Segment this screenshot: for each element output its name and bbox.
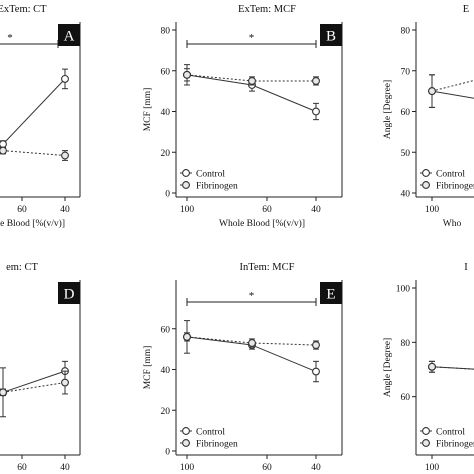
- y-tick-label: 0: [165, 190, 170, 200]
- panel-letter: E: [326, 287, 335, 303]
- series-line-fibrinogen: [431, 366, 474, 370]
- panel-title: ExTem: CT: [0, 4, 47, 15]
- y-axis-label: MCF [mm]: [143, 346, 153, 390]
- y-tick-label: 80: [161, 27, 171, 37]
- data-point: [0, 140, 7, 149]
- data-point: [312, 367, 320, 376]
- x-tick-label: 100: [180, 205, 195, 215]
- significance-star: *: [249, 32, 255, 44]
- x-tick-label: 100: [425, 463, 440, 473]
- x-tick-label: 40: [60, 205, 70, 215]
- panel-D: em: CT6040l Blood [%(v/v)]D: [0, 262, 81, 473]
- data-point: [0, 146, 7, 155]
- x-tick-label: 100: [180, 463, 195, 473]
- legend-label: Control: [436, 428, 465, 438]
- panel-letter: D: [64, 287, 75, 303]
- y-tick-label: 50: [401, 149, 411, 159]
- x-tick-label: 100: [425, 205, 440, 215]
- x-tick-label: 60: [262, 205, 272, 215]
- data-point: [183, 70, 191, 79]
- series-line-control: [431, 90, 474, 99]
- y-tick-label: 20: [161, 407, 171, 417]
- legend-marker: [422, 169, 430, 177]
- panel-title: InTem: MCF: [240, 262, 295, 273]
- y-tick-label: 40: [161, 108, 171, 118]
- series-line-fibrinogen: [2, 382, 66, 393]
- y-tick-label: 0: [165, 448, 170, 458]
- panel-letter: A: [64, 29, 75, 45]
- y-tick-label: 60: [161, 67, 171, 77]
- x-axis-label: Whole Blood [%(v/v)]: [0, 218, 65, 229]
- series-line-fibrinogen: [431, 79, 474, 92]
- panel-letter-box: [320, 24, 342, 46]
- panel-title: ExTem: MCF: [238, 4, 296, 15]
- y-axis-label: MCF [mm]: [143, 88, 153, 132]
- data-point: [312, 107, 320, 116]
- legend-label: Control: [196, 170, 225, 180]
- y-axis-label: Angle [Degree]: [383, 80, 393, 139]
- significance-star: *: [249, 290, 255, 302]
- panel-letter-box: [320, 282, 342, 304]
- y-tick-label: 60: [401, 393, 411, 403]
- x-tick-label: 60: [17, 205, 27, 215]
- series-line-control: [2, 370, 66, 393]
- x-tick-label: 40: [311, 205, 321, 215]
- panel-B: ExTem: MCF 0 20 40 60 80 MCF [mm] 100 60 40 Whole …: [143, 4, 343, 229]
- panel-title: I: [464, 262, 468, 273]
- y-tick-label: 60: [161, 325, 171, 335]
- data-point: [61, 74, 69, 83]
- legend-marker: [422, 427, 430, 435]
- y-tick-label: 80: [401, 27, 411, 37]
- x-tick-label: 60: [262, 463, 272, 473]
- panel-title: em: CT: [6, 262, 38, 273]
- panel-title: E: [463, 4, 469, 15]
- panel-A: ExTem: CT 60 40 Whole Blood [%(v/v)] * A: [0, 4, 81, 229]
- legend-marker: [422, 181, 430, 189]
- data-point: [183, 332, 191, 341]
- y-tick-label: 40: [401, 190, 411, 200]
- y-tick-label: 40: [161, 366, 171, 376]
- series-line-control: [2, 78, 66, 145]
- legend-label: Fibrinogen: [196, 182, 238, 192]
- data-point: [61, 378, 69, 387]
- y-tick-label: 70: [401, 67, 411, 77]
- y-tick-label: 60: [401, 108, 411, 118]
- panel-letter-box: [58, 24, 80, 46]
- legend-label: Fibrinogen: [436, 440, 474, 450]
- data-point: [312, 76, 320, 85]
- x-tick-label: 40: [311, 463, 321, 473]
- legend-marker: [182, 169, 190, 177]
- data-point: [428, 362, 436, 371]
- x-tick-label: 60: [17, 463, 27, 473]
- data-point: [0, 388, 7, 397]
- x-tick-label: 40: [60, 463, 70, 473]
- data-point: [428, 87, 436, 96]
- data-point: [248, 76, 256, 85]
- y-tick-label: 20: [161, 149, 171, 159]
- legend-marker: [182, 181, 190, 189]
- legend-marker: [422, 439, 430, 447]
- legend-marker: [182, 427, 190, 435]
- legend-label: Fibrinogen: [436, 182, 474, 192]
- y-tick-label: 100: [396, 285, 411, 295]
- legend-marker: [182, 439, 190, 447]
- data-point: [312, 341, 320, 349]
- legend-label: Control: [196, 428, 225, 438]
- y-axis-label: Angle [Degree]: [383, 338, 393, 397]
- significance-star: *: [7, 32, 13, 44]
- legend-label: Control: [436, 170, 465, 180]
- panel-letter-box: [58, 282, 80, 304]
- legend-label: Fibrinogen: [196, 440, 238, 450]
- y-tick-label: 80: [401, 339, 411, 349]
- panel-letter: B: [326, 29, 336, 45]
- series-line-fibrinogen: [2, 150, 66, 157]
- data-point: [248, 339, 256, 347]
- x-axis-label: Whole Blood [%(v/v)]: [219, 218, 305, 229]
- data-point: [61, 151, 69, 160]
- x-axis-label: Who: [443, 219, 462, 229]
